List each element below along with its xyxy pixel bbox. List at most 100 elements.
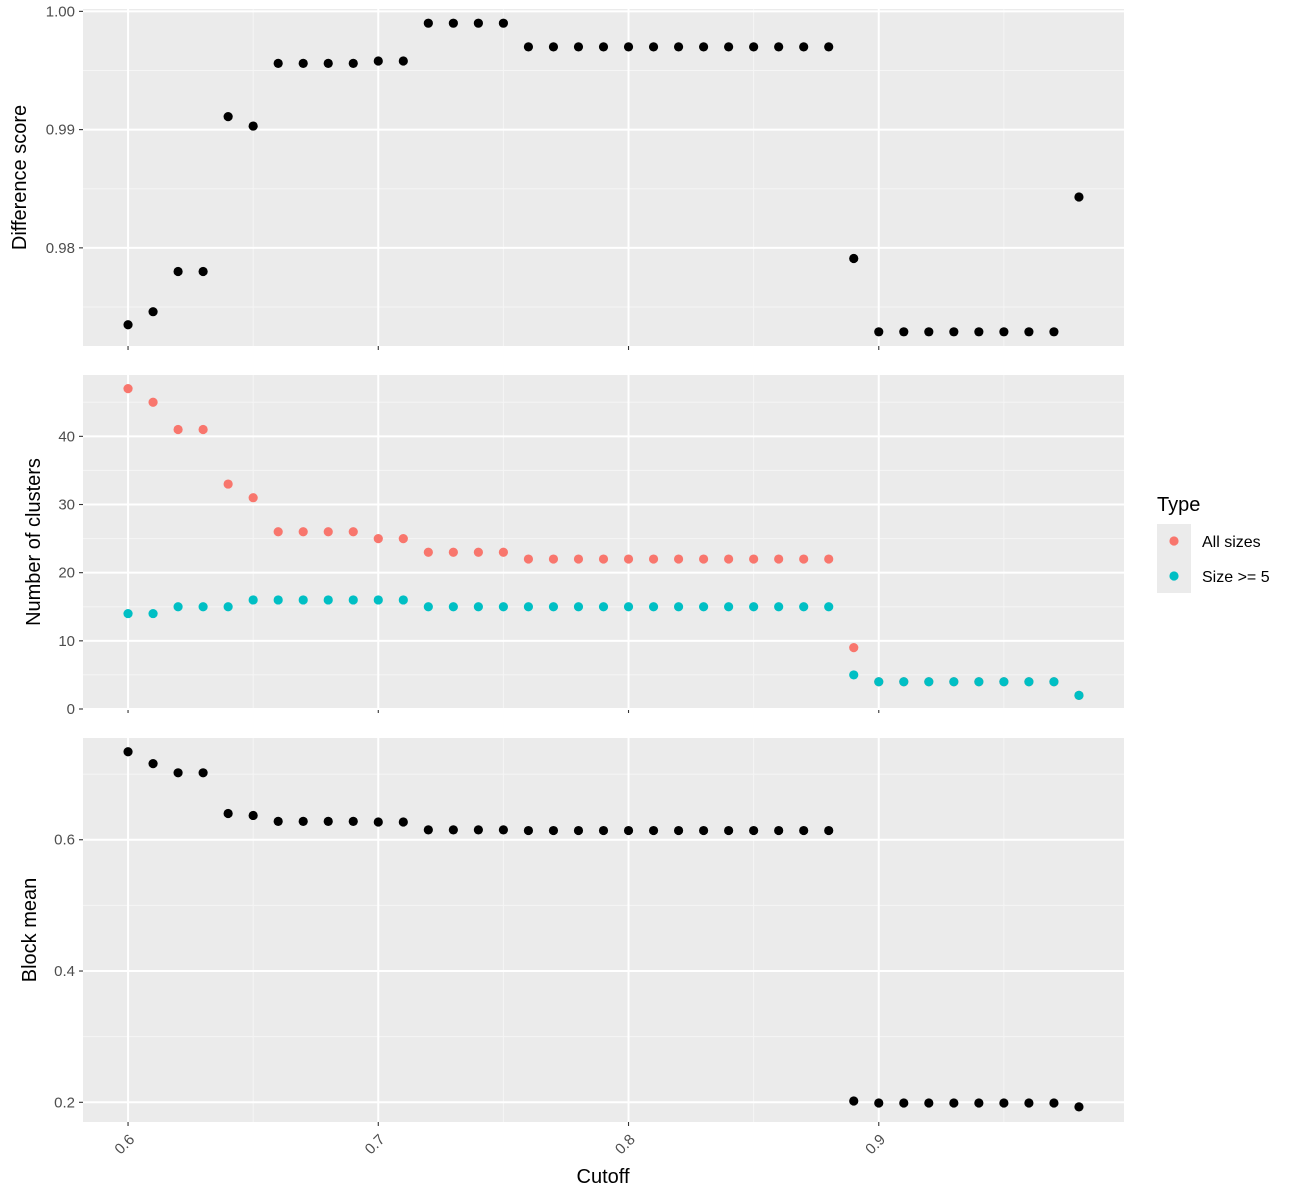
y-tick-label: 0.99 bbox=[46, 122, 75, 139]
data-point bbox=[949, 1098, 959, 1108]
data-point bbox=[648, 825, 659, 836]
panel-background bbox=[83, 9, 1124, 346]
data-point bbox=[648, 554, 659, 564]
data-point bbox=[198, 768, 208, 778]
data-point bbox=[974, 327, 984, 337]
x-tick-label: 0.9 bbox=[862, 1131, 889, 1158]
data-point bbox=[724, 825, 734, 836]
data-point bbox=[298, 527, 308, 537]
data-point bbox=[623, 42, 634, 52]
data-point bbox=[799, 42, 809, 52]
data-point bbox=[248, 493, 258, 503]
data-point bbox=[974, 677, 984, 687]
data-point bbox=[799, 554, 809, 564]
data-point bbox=[523, 554, 534, 564]
data-point bbox=[1074, 1102, 1084, 1112]
data-point bbox=[298, 58, 308, 68]
y-tick-label: 20 bbox=[58, 565, 75, 582]
y-axis-title: Block mean bbox=[19, 878, 41, 983]
data-point bbox=[623, 602, 634, 612]
legend-key-all-sizes bbox=[1169, 536, 1179, 546]
data-point bbox=[473, 18, 483, 28]
data-point bbox=[824, 42, 834, 52]
data-point bbox=[273, 527, 283, 537]
series-1 bbox=[123, 747, 1084, 1112]
data-point bbox=[523, 825, 534, 836]
data-point bbox=[999, 677, 1009, 687]
data-point bbox=[1024, 1098, 1034, 1108]
data-point bbox=[298, 595, 308, 605]
data-point bbox=[398, 817, 408, 827]
data-point bbox=[123, 747, 133, 757]
data-point bbox=[323, 58, 333, 68]
data-point bbox=[899, 327, 909, 337]
data-point bbox=[373, 595, 383, 605]
data-point bbox=[298, 816, 308, 826]
y-tick-label: 0.6 bbox=[54, 832, 75, 849]
data-point bbox=[473, 547, 483, 557]
data-point bbox=[749, 554, 759, 564]
data-point bbox=[448, 547, 458, 557]
data-point bbox=[673, 602, 684, 612]
data-point bbox=[548, 554, 559, 564]
data-point bbox=[623, 554, 634, 564]
data-point bbox=[774, 602, 784, 612]
panel-background bbox=[83, 375, 1124, 709]
data-point bbox=[974, 1098, 984, 1108]
data-point bbox=[673, 42, 684, 52]
data-point bbox=[874, 677, 884, 687]
data-point bbox=[874, 1098, 884, 1108]
data-point bbox=[698, 554, 709, 564]
data-point bbox=[824, 554, 834, 564]
data-point bbox=[348, 58, 358, 68]
data-point bbox=[1024, 677, 1034, 687]
data-point bbox=[498, 18, 509, 28]
data-point bbox=[123, 608, 133, 619]
data-point bbox=[924, 327, 934, 337]
panel-2: 0 10 20 30 40 Number of clusters bbox=[23, 375, 1124, 718]
data-point bbox=[523, 602, 534, 612]
legend-label-size-5: Size >= 5 bbox=[1202, 569, 1270, 586]
data-point bbox=[849, 253, 859, 264]
data-point bbox=[698, 602, 709, 612]
data-point bbox=[473, 825, 483, 835]
data-point bbox=[573, 42, 584, 52]
data-point bbox=[849, 1096, 859, 1106]
data-point bbox=[198, 266, 208, 277]
data-point bbox=[573, 554, 584, 564]
data-point bbox=[348, 527, 358, 537]
data-point bbox=[323, 595, 333, 605]
chart-panels: 0.98 0.99 1.00 Difference score 0 10 20 30 40 Num… bbox=[9, 3, 1124, 1126]
data-point bbox=[598, 42, 609, 52]
data-point bbox=[423, 825, 433, 835]
data-point bbox=[1049, 327, 1059, 337]
legend: Type All sizes Size >= 5 bbox=[1157, 494, 1270, 593]
data-point bbox=[323, 527, 333, 537]
data-point bbox=[598, 825, 609, 836]
data-point bbox=[123, 320, 133, 330]
data-point bbox=[849, 643, 859, 653]
data-point bbox=[198, 424, 208, 435]
data-point bbox=[398, 533, 408, 544]
data-point bbox=[273, 58, 283, 68]
data-point bbox=[598, 602, 609, 612]
data-point bbox=[523, 42, 534, 52]
data-point bbox=[398, 595, 408, 605]
x-axis-title: Cutoff bbox=[577, 1166, 630, 1188]
data-point bbox=[498, 547, 509, 557]
data-point bbox=[373, 533, 383, 544]
data-point bbox=[724, 42, 734, 52]
data-point bbox=[724, 554, 734, 564]
legend-key-background bbox=[1157, 524, 1191, 593]
data-point bbox=[749, 42, 759, 52]
series-1 bbox=[123, 18, 1084, 337]
legend-label-all-sizes: All sizes bbox=[1202, 534, 1261, 551]
data-point bbox=[223, 602, 233, 612]
data-point bbox=[1049, 677, 1059, 687]
data-point bbox=[498, 825, 509, 835]
data-point bbox=[1049, 1098, 1059, 1108]
y-tick-label: 0.2 bbox=[54, 1094, 75, 1111]
data-point bbox=[248, 595, 258, 605]
data-point bbox=[423, 602, 433, 612]
data-point bbox=[648, 602, 659, 612]
